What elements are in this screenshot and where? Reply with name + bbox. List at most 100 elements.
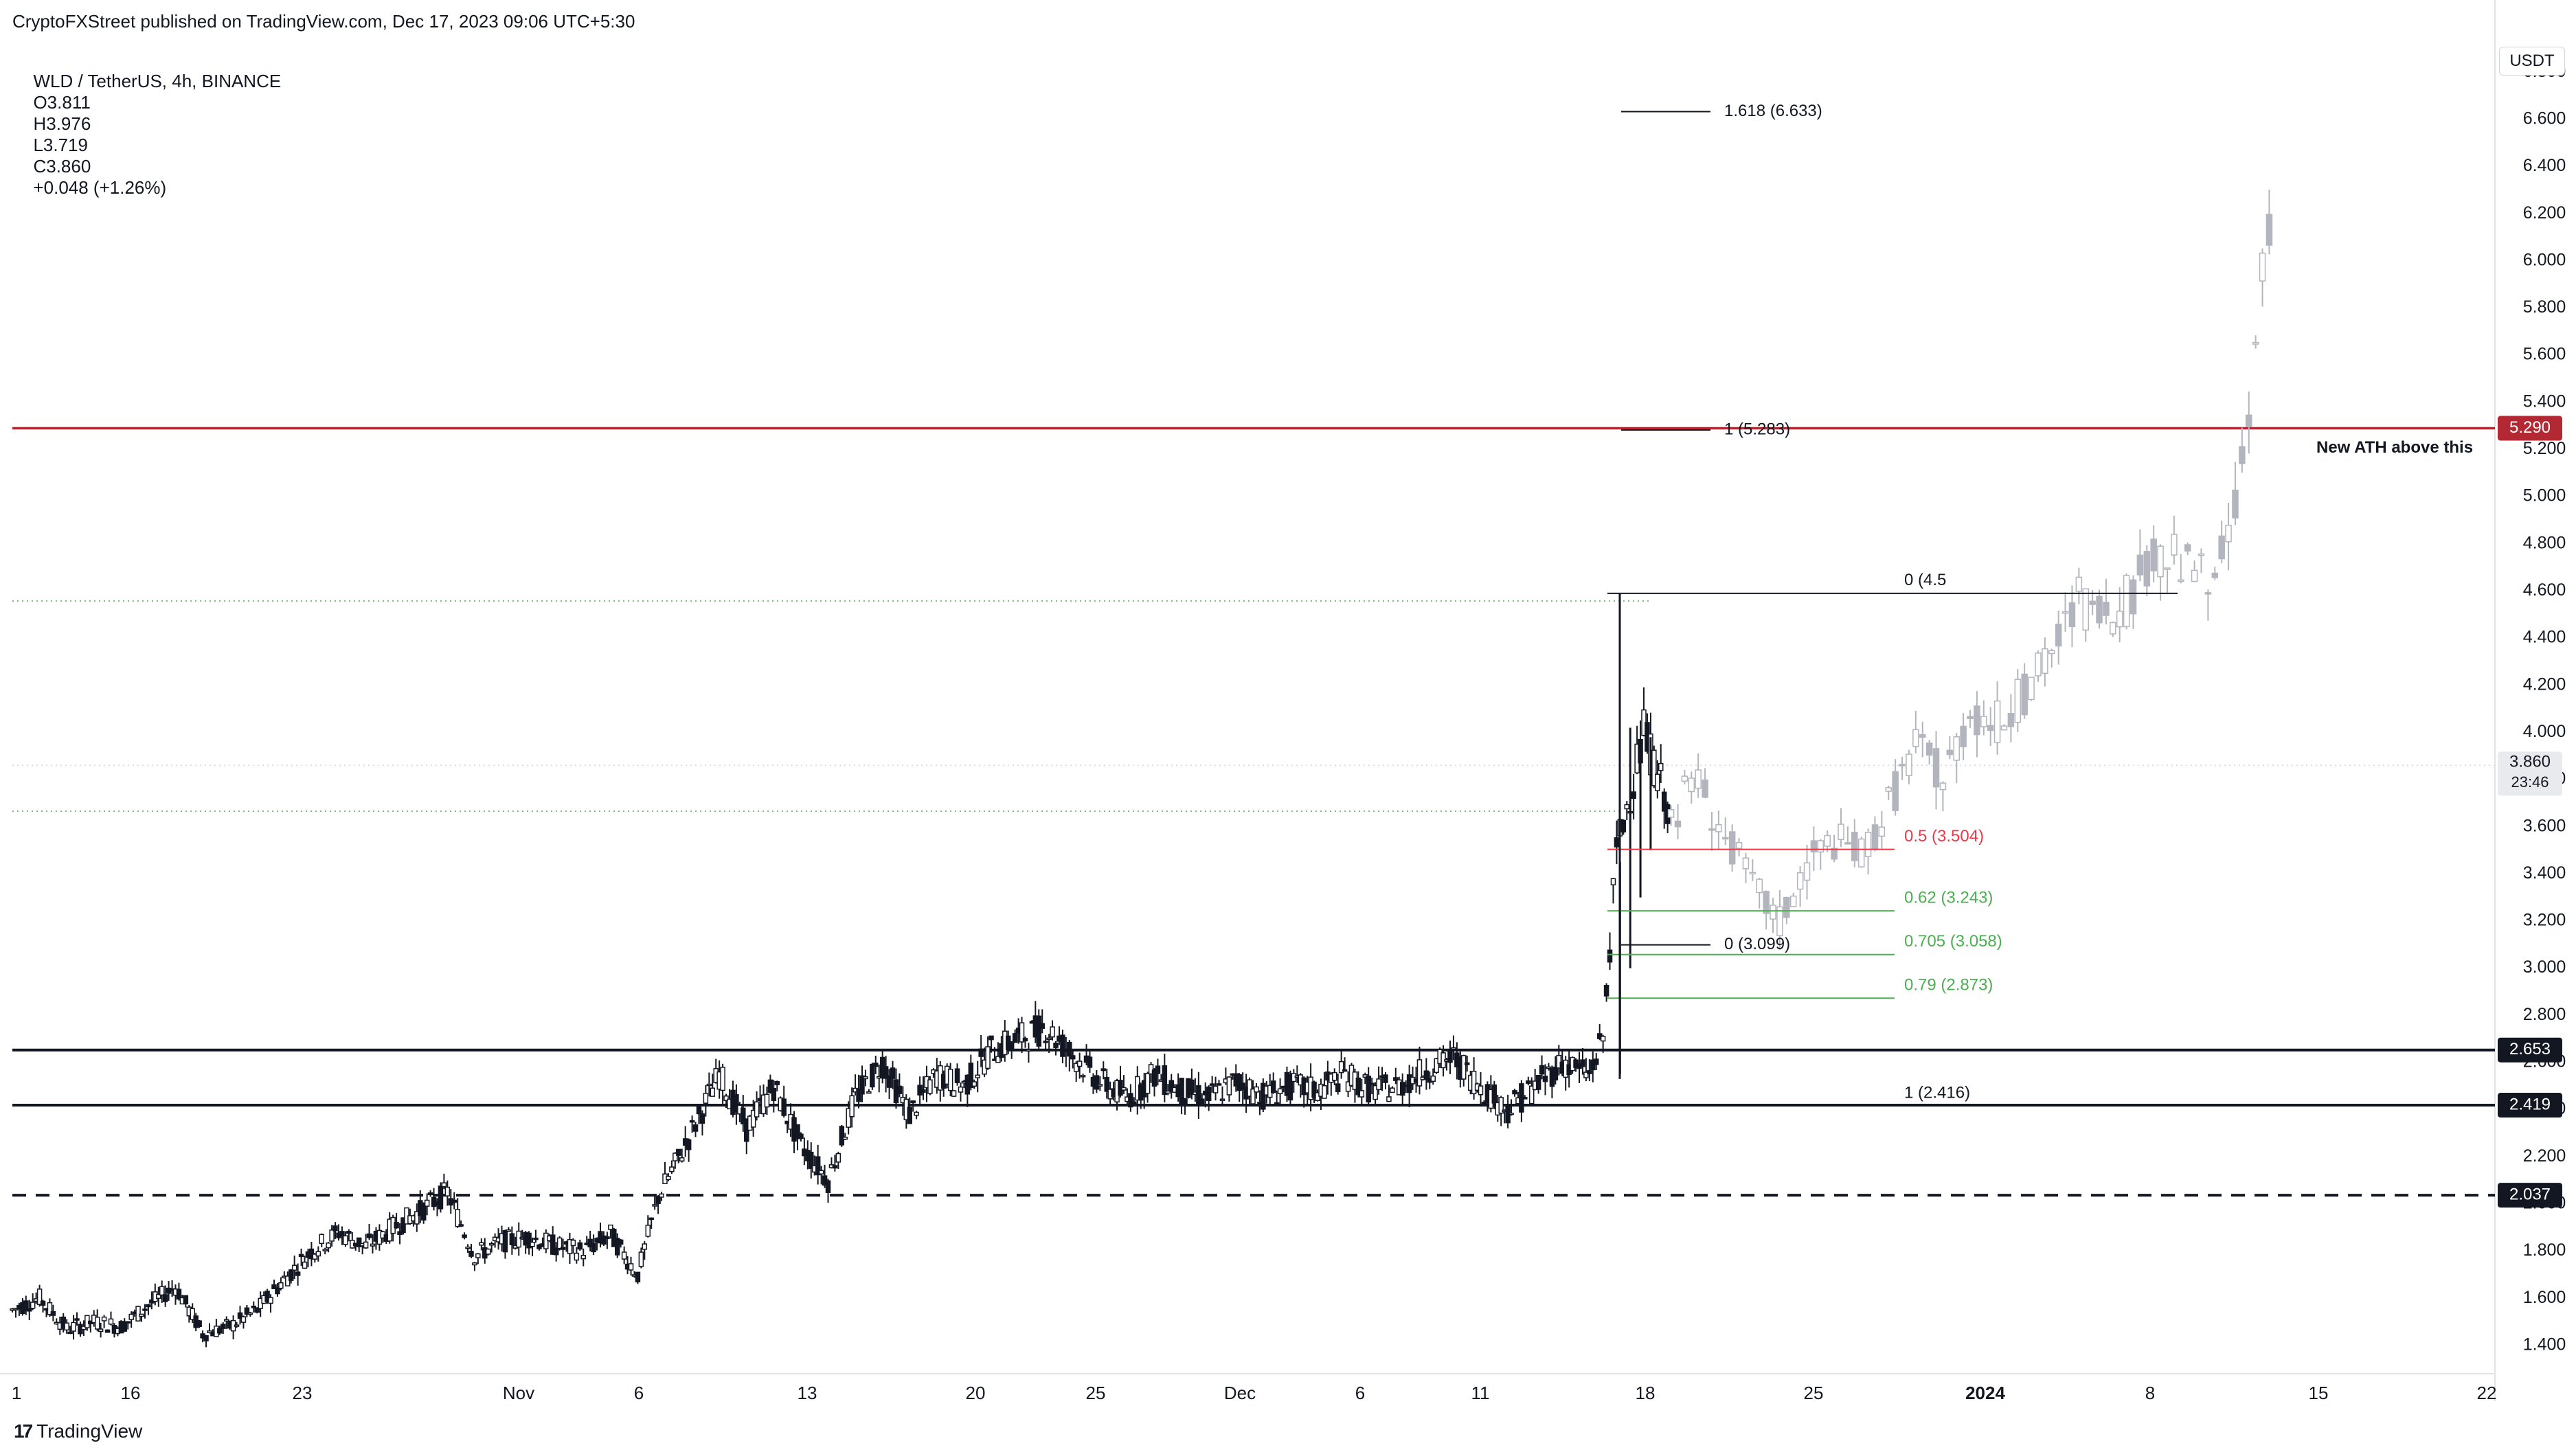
candle-body [635, 1271, 641, 1283]
ohlc-open: O3.811 [33, 92, 91, 113]
candle-body [570, 1239, 576, 1247]
candle-body [370, 1243, 376, 1247]
projection-candle-body [2245, 414, 2252, 427]
candle-body [679, 1157, 685, 1162]
candle-body [1104, 1076, 1109, 1092]
candle-body [666, 1175, 671, 1181]
candle-body [1372, 1085, 1378, 1100]
projection-candle-body [2252, 341, 2259, 345]
candle-body [692, 1124, 699, 1132]
projection-candle-body [1674, 820, 1682, 828]
ohlc-close: C3.860 [33, 156, 91, 177]
projection-candle-body [1756, 878, 1763, 894]
candle-body [1261, 1082, 1266, 1110]
candle-body [659, 1193, 664, 1198]
candle-body [356, 1237, 362, 1247]
x-tick-label: 1 [12, 1383, 21, 1403]
candle-body [1661, 791, 1667, 812]
candle-body [74, 1318, 80, 1321]
candle-body [764, 1093, 770, 1108]
candle-body [1168, 1080, 1174, 1092]
y-tick-label: 6.000 [2523, 250, 2566, 269]
candle-body [951, 1090, 957, 1097]
projection-candle-body [2021, 673, 2028, 716]
candle-body [502, 1230, 508, 1253]
candle-body [1522, 1097, 1528, 1100]
y-tick-label: 3.000 [2523, 957, 2566, 977]
candle-body [312, 1254, 318, 1260]
projection-candle-body [1817, 840, 1824, 853]
level-badge [2498, 1183, 2562, 1208]
projection-candle-body [2055, 623, 2062, 647]
candle-body [251, 1305, 257, 1308]
projection-candle-body [1770, 905, 1776, 920]
candle-body [873, 1063, 879, 1067]
candle-body [1322, 1085, 1327, 1099]
candle-body [652, 1204, 657, 1207]
projection-candle-body [2110, 622, 2116, 635]
candle-body [927, 1079, 933, 1094]
projection-candle-body [1838, 824, 1844, 840]
candle-body [128, 1313, 134, 1320]
candle-body [1240, 1082, 1245, 1091]
projection-candle-body [2211, 572, 2219, 578]
candle-body [1390, 1087, 1395, 1093]
candle-body [462, 1234, 467, 1238]
candle-body [550, 1234, 556, 1255]
projection-candle-body [2089, 600, 2096, 605]
candle-body [71, 1321, 76, 1332]
y-tick-label: 5.400 [2523, 392, 2566, 411]
candle-body [533, 1237, 539, 1240]
fib-retracement-label: 0.62 (3.243) [1904, 889, 1993, 907]
x-tick-label: 25 [1086, 1383, 1106, 1403]
candle-body [1386, 1096, 1392, 1102]
projection-candle-body [1722, 837, 1729, 840]
candle-body [142, 1308, 148, 1311]
candle-body [866, 1091, 872, 1094]
candle-body [343, 1235, 348, 1245]
projection-candle-body [1892, 771, 1899, 811]
candle-body [223, 1319, 229, 1322]
candle-body [264, 1291, 270, 1302]
candle-body [1019, 1022, 1025, 1043]
candle-body [560, 1247, 566, 1250]
candle-body [278, 1282, 284, 1289]
candle-body [1399, 1082, 1405, 1096]
tradingview-logo-icon: 17 [14, 1420, 33, 1442]
projection-candle-body [1871, 824, 1879, 850]
candle-body [1542, 1076, 1548, 1082]
candle-body [234, 1324, 240, 1327]
candle-body [720, 1067, 725, 1091]
projection-candle-body [2123, 575, 2130, 628]
candle-body [818, 1170, 824, 1175]
candle-body [240, 1316, 247, 1323]
projection-candle-body [2171, 534, 2178, 556]
candle-body [771, 1087, 777, 1101]
projection-candle-body [2266, 214, 2273, 246]
candle-body [734, 1093, 739, 1113]
candle-body [1471, 1070, 1477, 1095]
projection-candle-body [2014, 679, 2022, 723]
projection-candle-body [1702, 779, 1708, 798]
projection-candle-body [2129, 579, 2137, 615]
candle-body [556, 1237, 563, 1249]
candle-body [825, 1180, 831, 1193]
projection-candle-body [1857, 838, 1865, 867]
candle-body [815, 1156, 821, 1176]
candle-body [1094, 1075, 1100, 1090]
candle-body [1162, 1065, 1168, 1096]
candle-body [420, 1203, 427, 1221]
candle-body [479, 1242, 484, 1246]
candle-body [108, 1318, 114, 1325]
candle-body [1552, 1066, 1559, 1081]
fib-retracement-label: 1 (2.416) [1904, 1083, 1970, 1102]
level-badge [2498, 1093, 2562, 1118]
candle-body [98, 1328, 104, 1332]
projection-candle-body [1681, 775, 1688, 782]
candle-body [920, 1089, 926, 1093]
currency-selector[interactable]: USDT [2499, 47, 2565, 76]
projection-candle-body [1824, 835, 1831, 847]
fib-retracement-label: 0.5 (3.504) [1904, 827, 1984, 846]
tradingview-brand[interactable]: 17 TradingView [14, 1420, 142, 1442]
